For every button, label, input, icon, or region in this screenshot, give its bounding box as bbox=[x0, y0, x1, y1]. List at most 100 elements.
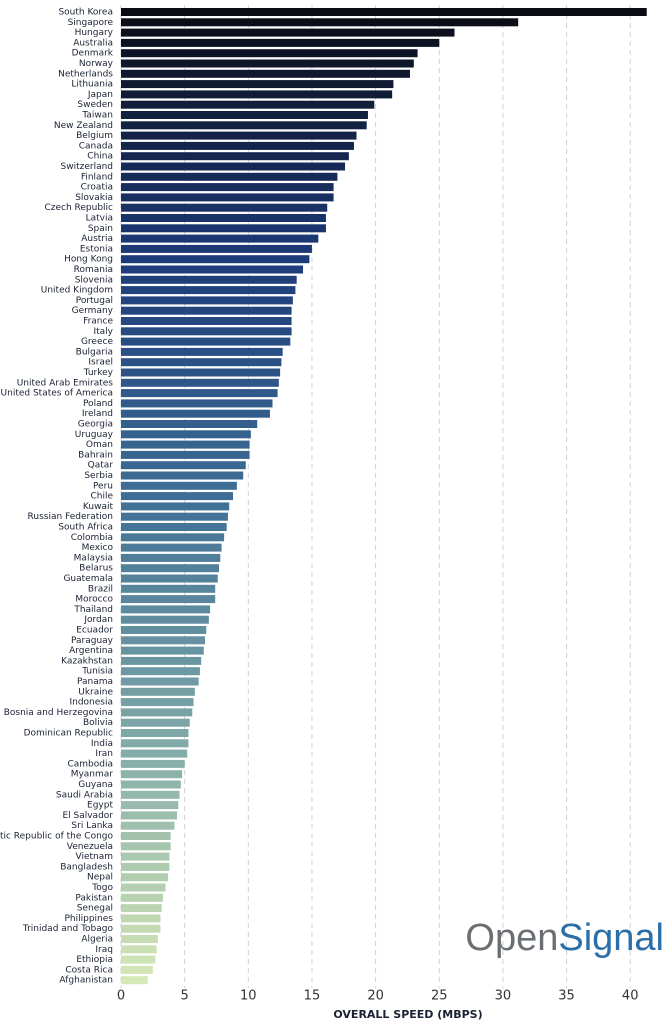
y-tick-label: Israel bbox=[88, 358, 113, 368]
y-tick-label: Chile bbox=[90, 492, 113, 502]
bar bbox=[121, 461, 246, 470]
bar bbox=[121, 409, 270, 418]
bar bbox=[121, 152, 349, 161]
bar bbox=[121, 842, 171, 851]
bar bbox=[121, 296, 293, 305]
y-tick-label: Guatemala bbox=[63, 574, 113, 584]
y-tick-label: El Salvador bbox=[62, 811, 113, 821]
x-tick-label: 5 bbox=[181, 989, 189, 1004]
bar bbox=[121, 729, 189, 737]
y-tick-label: Indonesia bbox=[69, 698, 113, 708]
y-tick-label: Pakistan bbox=[75, 893, 113, 903]
bar bbox=[121, 801, 179, 810]
logo: OpenSignal bbox=[465, 917, 664, 959]
y-tick-label: Australia bbox=[73, 38, 113, 48]
y-tick-label: Switzerland bbox=[61, 162, 114, 172]
y-tick-label: Taiwan bbox=[81, 111, 113, 121]
y-tick-label: Egypt bbox=[87, 801, 113, 811]
y-tick-label: Cambodia bbox=[67, 759, 113, 769]
y-tick-label: China bbox=[87, 152, 113, 162]
y-tick-label: Belgium bbox=[76, 131, 113, 141]
y-tick-label: Hong Kong bbox=[64, 255, 113, 265]
x-tick-label: 25 bbox=[431, 989, 448, 1004]
y-tick-label: Sweden bbox=[77, 100, 113, 110]
y-tick-label: Tunisia bbox=[81, 667, 113, 677]
bar bbox=[121, 976, 148, 985]
bar bbox=[121, 924, 161, 933]
y-tick-label: Bolivia bbox=[83, 718, 113, 728]
y-tick-label: Austria bbox=[81, 234, 113, 244]
bar bbox=[121, 440, 250, 449]
bar bbox=[121, 317, 292, 325]
bar bbox=[121, 141, 354, 150]
logo-part: Signal bbox=[558, 917, 664, 959]
bar bbox=[121, 862, 170, 871]
bar bbox=[121, 914, 161, 923]
y-tick-label: Brazil bbox=[88, 584, 113, 594]
bar bbox=[121, 945, 157, 954]
bar bbox=[121, 955, 156, 964]
logo-part: Open bbox=[465, 917, 558, 959]
bar bbox=[121, 883, 166, 892]
bar bbox=[121, 59, 414, 68]
bar bbox=[121, 90, 393, 99]
y-tick-label: Myanmar bbox=[71, 770, 114, 780]
y-tick-label: Iraq bbox=[95, 945, 113, 955]
bar bbox=[121, 893, 164, 902]
y-tick-label: Lithuania bbox=[71, 80, 113, 90]
bar bbox=[121, 255, 310, 264]
y-tick-label: Italy bbox=[93, 327, 113, 337]
y-tick-label: Canada bbox=[79, 141, 113, 151]
bar bbox=[121, 193, 334, 202]
y-tick-label: Guyana bbox=[78, 780, 113, 790]
bar bbox=[121, 399, 273, 408]
bar bbox=[121, 811, 178, 820]
y-tick-label: Russian Federation bbox=[28, 512, 113, 522]
bar bbox=[121, 584, 216, 593]
bar bbox=[121, 481, 237, 490]
y-tick-label: Latvia bbox=[86, 214, 113, 224]
bar bbox=[121, 790, 180, 799]
bar bbox=[121, 656, 202, 665]
bar bbox=[121, 852, 170, 861]
bar bbox=[121, 389, 278, 398]
y-tick-label: Greece bbox=[81, 337, 113, 347]
y-tick-label: Japan bbox=[87, 90, 113, 100]
x-tick-label: 40 bbox=[622, 989, 639, 1004]
y-tick-label: Ukraine bbox=[78, 687, 113, 697]
bar bbox=[121, 553, 221, 562]
y-tick-label: Panama bbox=[77, 677, 113, 687]
bar bbox=[121, 275, 297, 284]
y-tick-label: Kuwait bbox=[83, 502, 114, 512]
y-tick-label: Colombia bbox=[71, 533, 113, 543]
y-tick-label: Dominican Republic bbox=[24, 729, 113, 739]
y-tick-label: Democratic Republic of the Congo bbox=[0, 832, 113, 842]
bar bbox=[121, 646, 204, 655]
bar bbox=[121, 378, 279, 387]
y-tick-label: Thailand bbox=[73, 605, 113, 615]
y-tick-label: Norway bbox=[79, 59, 114, 69]
y-tick-label: Qatar bbox=[88, 461, 114, 471]
bar bbox=[121, 564, 220, 573]
bar bbox=[121, 832, 171, 840]
y-tick-label: Singapore bbox=[68, 18, 114, 28]
y-tick-label: Saudi Arabia bbox=[56, 790, 113, 800]
y-tick-label: Estonia bbox=[80, 244, 113, 254]
y-tick-label: Costa Rica bbox=[65, 965, 113, 975]
bar bbox=[121, 677, 199, 686]
bar bbox=[121, 780, 181, 789]
bar bbox=[121, 502, 230, 511]
bar bbox=[121, 203, 328, 212]
y-tick-label: Trinidad and Tobago bbox=[22, 924, 114, 934]
bar bbox=[121, 347, 283, 356]
bar bbox=[121, 687, 195, 696]
x-tick-label: 0 bbox=[117, 989, 125, 1004]
bar bbox=[121, 471, 244, 480]
bar bbox=[121, 739, 189, 748]
y-tick-label: Spain bbox=[88, 224, 113, 234]
bar bbox=[121, 28, 455, 37]
x-tick-label: 10 bbox=[240, 989, 257, 1004]
y-tick-label: United Arab Emirates bbox=[17, 378, 114, 388]
y-tick-label: Slovenia bbox=[75, 275, 113, 285]
bar bbox=[121, 430, 251, 439]
